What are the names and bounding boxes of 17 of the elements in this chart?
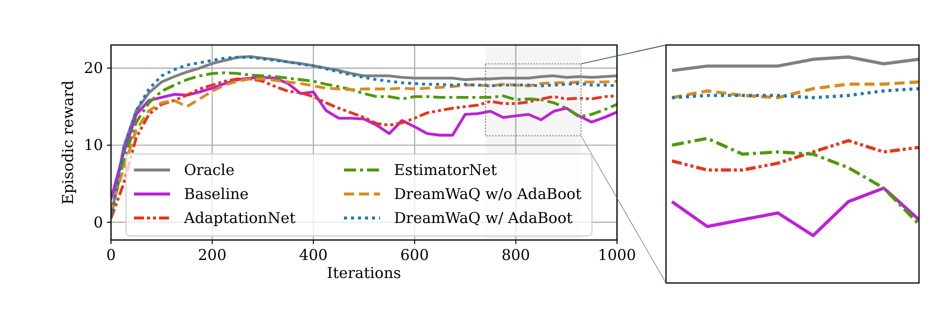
y-tick-label: 20 (84, 59, 103, 78)
legend-label: AdaptationNet (183, 209, 296, 227)
legend-label: EstimatorNet (394, 161, 497, 179)
y-axis-title: Episodic reward (59, 80, 77, 205)
y-tick-label: 0 (93, 213, 103, 232)
x-tick-label: 200 (198, 246, 227, 264)
y-tick-label: 10 (84, 136, 103, 154)
x-tick-label: 800 (501, 246, 530, 264)
x-tick-label: 0 (106, 246, 116, 264)
x-axis-title: Iterations (326, 264, 402, 282)
legend-label: DreamWaQ w/ AdaBoot (394, 209, 573, 227)
x-tick-label: 400 (299, 246, 328, 264)
x-tick-label: 1000 (598, 246, 636, 264)
legend-label: DreamWaQ w/o AdaBoot (394, 185, 582, 203)
legend-label: Baseline (184, 185, 249, 203)
x-tick-label: 600 (400, 246, 429, 264)
legend-label: Oracle (184, 161, 235, 179)
